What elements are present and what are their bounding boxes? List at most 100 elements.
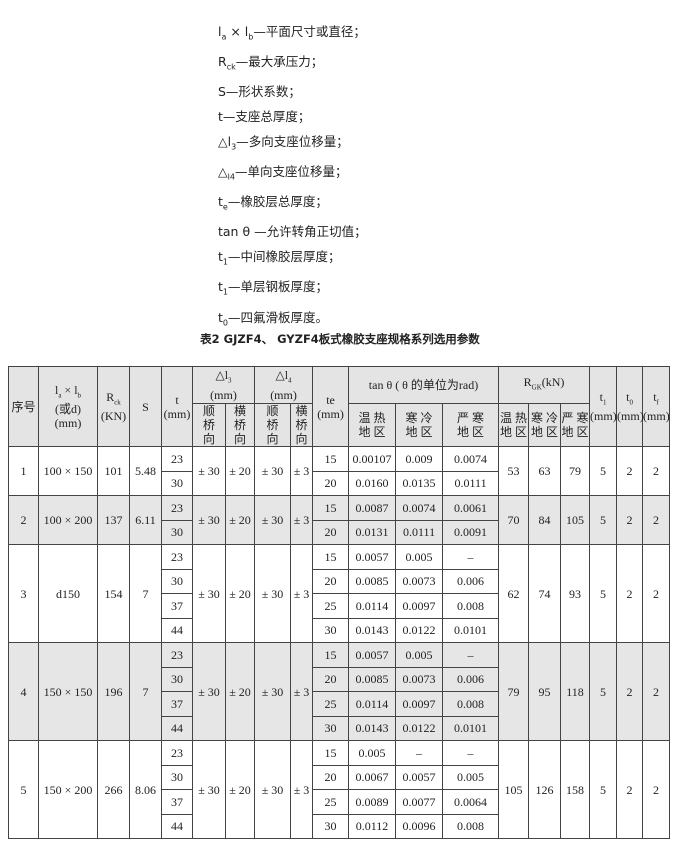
cell-tan-severe: – xyxy=(442,544,500,570)
cell-tan-cold: 0.005 xyxy=(395,544,444,570)
cell-dl4-shun: ± 30 xyxy=(254,740,292,839)
cell-te: 30 xyxy=(312,813,350,839)
cell-tan-cold: 0.0111 xyxy=(395,519,444,545)
cell-te: 25 xyxy=(312,789,350,815)
cell-rck: 266 xyxy=(97,740,130,839)
cell-t0: 2 xyxy=(616,495,644,545)
col-tan-cold: 寒 冷 地 区 xyxy=(395,403,444,447)
cell-s: 7 xyxy=(129,642,162,741)
table-row: 37 25 0.0114 0.0097 0.008 xyxy=(9,593,670,619)
col-size: la × lb (或d) (mm) xyxy=(38,366,98,447)
cell-dl4-shun: ± 30 xyxy=(254,495,292,545)
note-line: S—形状系数； xyxy=(218,84,301,100)
cell-dl4-shun: ± 30 xyxy=(254,544,292,643)
spec-table: 序号 la × lb (或d) (mm) Rck (KN) S t (mm) △l3 (m… xyxy=(8,366,671,839)
col-t0: t0 (mm) xyxy=(616,366,644,447)
cell-no: 5 xyxy=(8,740,39,839)
note-line: t1—单层钢板厚度； xyxy=(218,279,329,297)
cell-t: 23 xyxy=(161,446,193,472)
cell-t: 30 xyxy=(161,470,193,496)
cell-rgk-cold: 63 xyxy=(528,446,562,496)
note-line: te—橡胶层总厚度； xyxy=(218,194,328,212)
table-row: 37 25 0.0114 0.0097 0.008 xyxy=(9,691,670,717)
cell-tan-severe: 0.006 xyxy=(442,568,500,594)
cell-rgk-cold: 95 xyxy=(528,642,562,741)
col-dl3: △l3 (mm) xyxy=(191,366,256,404)
cell-tan-warm: 0.00107 xyxy=(348,446,397,472)
table-row: 44 30 0.0143 0.0122 0.0101 xyxy=(9,715,670,741)
table-row: 30 20 0.0160 0.0135 0.0111 xyxy=(9,470,670,496)
cell-rgk-warm: 70 xyxy=(498,495,530,545)
cell-t: 23 xyxy=(161,544,193,570)
cell-tan-warm: 0.0143 xyxy=(348,617,397,643)
cell-tan-severe: 0.006 xyxy=(442,666,500,692)
col-dl3-heng: 横桥向 xyxy=(224,403,256,447)
cell-t1: 5 xyxy=(589,642,618,741)
cell-te: 20 xyxy=(312,666,350,692)
cell-size: 100 × 150 xyxy=(38,446,98,496)
note-line: tan θ —允许转角正切值； xyxy=(218,224,367,240)
note-line: t0—四氟滑板厚度。 xyxy=(218,309,329,328)
cell-t: 37 xyxy=(161,789,193,815)
cell-tf: 2 xyxy=(642,740,671,839)
cell-rgk-warm: 53 xyxy=(498,446,530,496)
cell-rck: 137 xyxy=(97,495,130,545)
cell-tan-severe: – xyxy=(442,642,500,668)
cell-te: 25 xyxy=(312,593,350,619)
cell-tan-severe: 0.0064 xyxy=(442,789,500,815)
cell-size: 150 × 150 xyxy=(38,642,98,741)
cell-tan-warm: 0.0085 xyxy=(348,568,397,594)
cell-tan-warm: 0.0057 xyxy=(348,642,397,668)
table-row: 5 150 × 200 266 8.06 23 ± 30 ± 20 ± 30 ± 3 15 0.00… xyxy=(8,740,671,839)
cell-tan-cold: – xyxy=(395,740,444,766)
cell-t0: 2 xyxy=(616,642,644,741)
cell-tan-cold: 0.009 xyxy=(395,446,444,472)
cell-tan-severe: 0.008 xyxy=(442,691,500,717)
cell-te: 30 xyxy=(312,617,350,643)
col-rgk-cold: 寒 冷 地 区 xyxy=(528,403,562,447)
cell-tan-cold: 0.0096 xyxy=(395,813,444,839)
note-line: △l3—多向支座位移量； xyxy=(218,133,349,152)
cell-tf: 2 xyxy=(642,446,671,496)
col-no: 序号 xyxy=(8,366,39,447)
note-line: Rck—最大承压力； xyxy=(218,54,324,72)
cell-rck: 196 xyxy=(97,642,130,741)
table-title: 表2 GJZF4、 GYZF4板式橡胶支座规格系列选用参数 xyxy=(200,332,480,346)
col-dl3-shun: 顺桥向 xyxy=(192,403,226,447)
cell-t: 23 xyxy=(161,642,193,668)
col-dl4: △l4 (mm) xyxy=(254,366,314,404)
cell-dl3-heng: ± 20 xyxy=(224,740,256,839)
table-row: 30 20 0.0085 0.0073 0.006 xyxy=(9,666,670,692)
cell-s: 7 xyxy=(129,544,162,643)
table-row: 30 20 0.0131 0.0111 0.0091 xyxy=(9,519,670,545)
cell-tan-severe: 0.0111 xyxy=(442,470,500,496)
cell-tan-cold: 0.0097 xyxy=(395,593,444,619)
cell-dl4-heng: ± 3 xyxy=(290,446,314,496)
cell-t0: 2 xyxy=(616,740,644,839)
cell-te: 20 xyxy=(312,764,350,790)
note-line: △l4—单向支座位移量； xyxy=(218,164,348,182)
table-row: 44 30 0.0143 0.0122 0.0101 xyxy=(9,617,670,643)
cell-dl3-shun: ± 30 xyxy=(192,642,226,741)
cell-t: 30 xyxy=(161,666,193,692)
cell-tan-warm: 0.0087 xyxy=(348,495,397,521)
cell-dl4-shun: ± 30 xyxy=(254,446,292,496)
cell-dl3-shun: ± 30 xyxy=(192,446,226,496)
cell-tan-warm: 0.0085 xyxy=(348,666,397,692)
cell-t1: 5 xyxy=(589,495,618,545)
cell-t: 23 xyxy=(161,495,193,521)
col-rgk-severe: 严 寒 地 区 xyxy=(560,403,591,447)
cell-tan-cold: 0.0097 xyxy=(395,691,444,717)
cell-tan-warm: 0.0057 xyxy=(348,544,397,570)
cell-t: 44 xyxy=(161,617,193,643)
cell-rgk-severe: 105 xyxy=(560,495,591,545)
cell-tan-cold: 0.0074 xyxy=(395,495,444,521)
cell-tan-warm: 0.0089 xyxy=(348,789,397,815)
col-t1: t1 (mm) xyxy=(589,366,618,447)
cell-dl3-heng: ± 20 xyxy=(224,495,256,545)
cell-tan-warm: 0.0114 xyxy=(348,691,397,717)
cell-t: 44 xyxy=(161,813,193,839)
cell-tan-cold: 0.0073 xyxy=(395,666,444,692)
cell-te: 15 xyxy=(312,544,350,570)
cell-dl3-heng: ± 20 xyxy=(224,446,256,496)
